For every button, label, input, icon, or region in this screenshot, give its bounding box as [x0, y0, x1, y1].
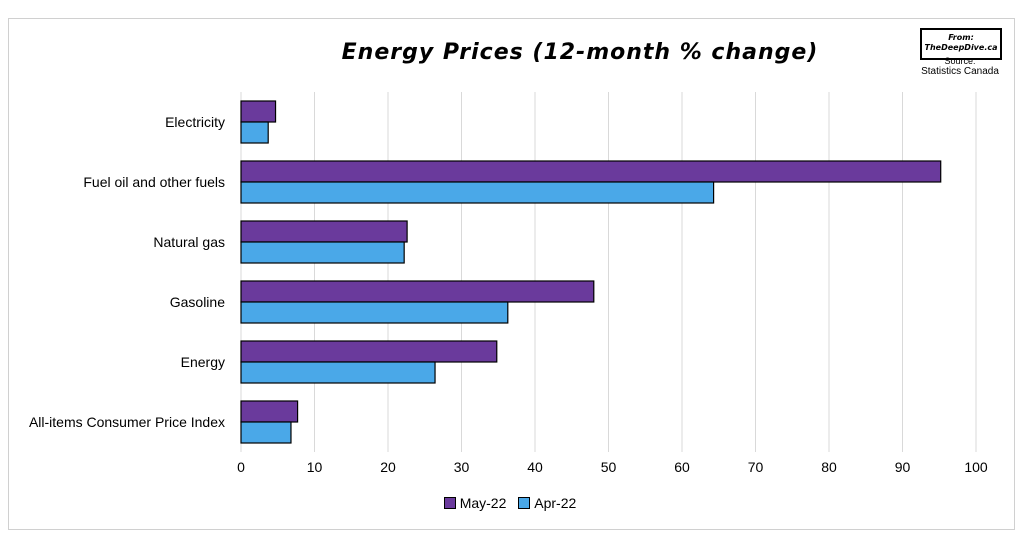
bar-apr: [240, 181, 715, 204]
bar-may: [240, 280, 595, 303]
category-label: All-items Consumer Price Index: [29, 414, 225, 430]
chart-title: Energy Prices (12-month % change): [341, 40, 819, 65]
bars: [240, 100, 942, 444]
x-tick-label: 0: [237, 459, 245, 475]
category-label: Electricity: [165, 114, 225, 130]
bar-may: [240, 340, 498, 363]
x-tick-label: 10: [307, 459, 323, 475]
category-labels: Electricity Fuel oil and other fuels Natur…: [29, 114, 225, 430]
grid-lines: [240, 92, 977, 452]
x-tick-label: 40: [527, 459, 543, 475]
legend-swatch-apr: [518, 497, 531, 509]
bar-apr: [240, 421, 292, 444]
x-tick-label: 80: [821, 459, 837, 475]
thedeepdive-logo: From: TheDeepDive.ca: [920, 28, 1002, 60]
legend-swatch-may: [443, 497, 456, 509]
logo-line-1: From:: [948, 33, 974, 42]
category-label: Energy: [181, 354, 225, 370]
x-tick-label: 50: [601, 459, 617, 475]
x-tick-label: 20: [380, 459, 396, 475]
legend-item-apr: Apr-22: [518, 495, 576, 511]
x-tick-label: 100: [964, 459, 988, 475]
bar-apr: [240, 361, 436, 384]
bar-may: [240, 220, 408, 243]
legend-label-apr: Apr-22: [534, 495, 577, 511]
x-tick-label: 70: [748, 459, 764, 475]
legend-item-may: May-22: [443, 495, 507, 511]
category-label: Gasoline: [170, 294, 225, 310]
category-label: Natural gas: [153, 234, 225, 250]
bar-may: [240, 100, 277, 123]
source-label: Source:: [944, 56, 976, 66]
bar-apr: [240, 301, 509, 324]
source-value: Statistics Canada: [921, 66, 999, 77]
bar-may: [240, 400, 299, 423]
x-tick-label: 30: [454, 459, 470, 475]
legend: May-22 Apr-22: [0, 495, 1020, 512]
x-tick-label: 60: [674, 459, 690, 475]
bar-may: [240, 160, 942, 183]
bar-apr: [240, 121, 269, 144]
bar-apr: [240, 241, 405, 264]
logo-line-2: TheDeepDive.ca: [924, 43, 998, 52]
x-tick-label: 90: [895, 459, 911, 475]
category-label: Fuel oil and other fuels: [83, 174, 225, 190]
chart-frame: [8, 18, 1015, 530]
legend-label-may: May-22: [459, 495, 507, 511]
x-axis-ticks: 0 10 20 30 40 50 60 70 80 90 100: [237, 459, 988, 475]
